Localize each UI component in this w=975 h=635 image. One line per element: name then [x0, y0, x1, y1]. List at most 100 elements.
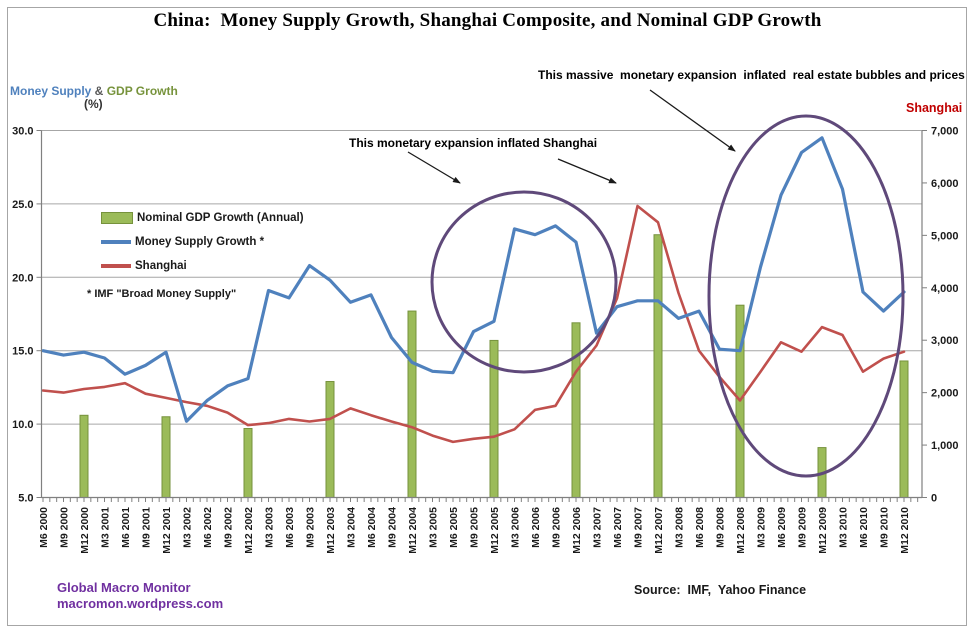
svg-text:M12 2006: M12 2006: [571, 507, 583, 554]
svg-text:M12 2002: M12 2002: [243, 507, 255, 554]
left-axis-title-gdp-growth: GDP Growth: [106, 84, 178, 98]
legend-footnote: * IMF "Broad Money Supply": [87, 288, 237, 300]
svg-text:M9 2001: M9 2001: [141, 507, 153, 548]
svg-text:M6 2003: M6 2003: [284, 507, 296, 548]
svg-text:M9 2002: M9 2002: [223, 507, 235, 548]
gdp-bar-M12-2010: [899, 360, 909, 499]
annotation-shanghai: This monetary expansion inflated Shangha…: [349, 136, 598, 150]
gdp-bar-M12-2001: [161, 416, 171, 499]
legend-swatch-gdp: [101, 212, 133, 224]
svg-text:10.0: 10.0: [12, 419, 33, 431]
legend-swatch-money-supply: [101, 240, 131, 244]
svg-text:M9 2004: M9 2004: [387, 507, 399, 548]
source-note: Source: IMF, Yahoo Finance: [634, 583, 807, 597]
svg-text:M9 2003: M9 2003: [305, 507, 317, 548]
svg-text:5,000: 5,000: [931, 230, 959, 242]
legend-item-money-supply: Money Supply Growth *: [101, 235, 304, 249]
left-axis-title-line1: Money Supply & GDP Growth: [10, 85, 178, 98]
svg-text:M3 2009: M3 2009: [756, 507, 768, 548]
svg-text:M3 2006: M3 2006: [510, 507, 522, 548]
svg-text:5.0: 5.0: [18, 493, 33, 505]
svg-text:M12 2010: M12 2010: [899, 507, 911, 554]
branding: Global Macro Monitor macromon.wordpress.…: [57, 580, 223, 612]
svg-text:M6 2000: M6 2000: [38, 507, 50, 548]
svg-text:M12 2004: M12 2004: [407, 507, 419, 554]
legend-item-shanghai: Shanghai: [101, 259, 304, 273]
svg-text:M9 2008: M9 2008: [715, 507, 727, 548]
left-axis-title: Money Supply & GDP Growth (%): [10, 85, 178, 111]
svg-text:M9 2005: M9 2005: [469, 507, 481, 548]
highlight-ellipses: [430, 114, 905, 478]
svg-text:M6 2009: M6 2009: [776, 507, 788, 548]
svg-text:M12 2003: M12 2003: [325, 507, 337, 554]
svg-text:30.0: 30.0: [12, 126, 33, 138]
svg-text:M6 2006: M6 2006: [530, 507, 542, 548]
legend-item-gdp: Nominal GDP Growth (Annual): [101, 211, 304, 225]
svg-text:M12 2000: M12 2000: [79, 507, 91, 554]
svg-text:M3 2004: M3 2004: [346, 507, 358, 548]
gdp-bar-M12-2004: [407, 310, 417, 498]
legend-label-gdp: Nominal GDP Growth (Annual): [137, 212, 304, 224]
svg-text:7,000: 7,000: [931, 126, 959, 138]
left-axis-unit-label: (%): [84, 97, 103, 111]
svg-text:M6 2002: M6 2002: [202, 507, 214, 548]
gdp-bar-M12-2007: [653, 234, 663, 498]
svg-text:0: 0: [931, 493, 937, 505]
gdp-bar-M12-2002: [243, 428, 253, 498]
legend-swatch-shanghai: [101, 264, 131, 268]
svg-text:M6 2008: M6 2008: [694, 507, 706, 548]
highlight-ellipse-1: [430, 190, 618, 374]
legend-label-money-supply: Money Supply Growth *: [135, 236, 265, 248]
svg-text:M3 2002: M3 2002: [182, 507, 194, 548]
highlight-ellipse-2: [707, 114, 905, 478]
svg-text:M3 2007: M3 2007: [592, 507, 604, 548]
svg-text:25.0: 25.0: [12, 199, 33, 211]
annotation-arrows: [407, 89, 736, 184]
svg-text:M6 2001: M6 2001: [120, 507, 132, 548]
x-axis-minor-ticks: [42, 497, 919, 502]
svg-text:M12 2009: M12 2009: [817, 507, 829, 554]
svg-text:M6 2005: M6 2005: [448, 507, 460, 548]
svg-text:M6 2004: M6 2004: [366, 507, 378, 548]
svg-text:M9 2009: M9 2009: [797, 507, 809, 548]
shanghai-line: [41, 204, 906, 444]
svg-text:M3 2008: M3 2008: [674, 507, 686, 548]
svg-text:20.0: 20.0: [12, 272, 33, 284]
svg-text:M6 2010: M6 2010: [858, 507, 870, 548]
svg-text:M12 2001: M12 2001: [161, 507, 173, 554]
money-supply-line: [41, 136, 906, 423]
svg-text:2,000: 2,000: [931, 388, 959, 400]
branding-url: macromon.wordpress.com: [57, 596, 224, 611]
svg-text:M9 2006: M9 2006: [551, 507, 563, 548]
left-axis-title-amp: &: [91, 84, 107, 98]
branding-name: Global Macro Monitor: [57, 580, 191, 595]
right-axis-ticks-labels: 0 1,000 2,000 3,000 4,000 5,000 6,000 7,000: [922, 126, 959, 505]
gdp-bar-M12-2005: [489, 339, 499, 499]
gdp-bar-M12-2000: [79, 414, 89, 498]
svg-text:M3 2001: M3 2001: [100, 507, 112, 548]
svg-text:M9 2007: M9 2007: [633, 507, 645, 548]
svg-text:M12 2008: M12 2008: [735, 507, 747, 554]
svg-text:M9 2010: M9 2010: [879, 507, 891, 548]
x-axis-labels: M6 2000 M9 2000 M12 2000 M3 2001 M6 2001 M9 2…: [38, 507, 911, 554]
legend-label-shanghai: Shanghai: [135, 260, 187, 272]
svg-text:M3 2005: M3 2005: [428, 507, 440, 548]
axes: [40, 130, 923, 499]
chart-border: [7, 7, 967, 626]
left-axis-title-money-supply: Money Supply: [10, 84, 92, 98]
legend: Nominal GDP Growth (Annual) Money Supply…: [101, 211, 304, 283]
svg-text:M3 2003: M3 2003: [264, 507, 276, 548]
svg-text:3,000: 3,000: [931, 335, 959, 347]
svg-text:M3 2010: M3 2010: [838, 507, 850, 548]
svg-text:15.0: 15.0: [12, 346, 33, 358]
svg-text:M12 2005: M12 2005: [489, 507, 501, 554]
gdp-bar-M12-2003: [325, 381, 335, 499]
svg-text:6,000: 6,000: [931, 178, 959, 190]
chart-title: China: Money Supply Growth, Shanghai Com…: [153, 10, 822, 31]
right-axis-title-shanghai: Shanghai: [906, 101, 963, 115]
left-axis-ticks-labels: 5.0 10.0 15.0 20.0 25.0 30.0: [12, 126, 42, 505]
svg-text:M12 2007: M12 2007: [653, 507, 665, 554]
gdp-bar-M12-2006: [571, 322, 581, 499]
